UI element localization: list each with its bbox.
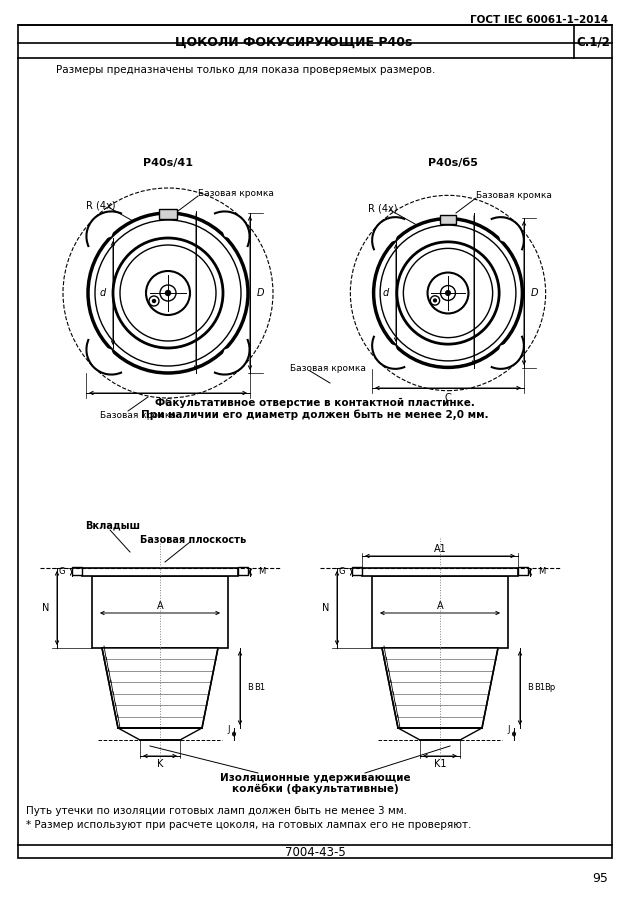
Bar (518, 567, 528, 575)
Text: Размеры предназначены только для показа проверяемых размеров.: Размеры предназначены только для показа … (56, 65, 435, 75)
Text: Факультативное отверстие в контактной пластинке.: Факультативное отверстие в контактной пл… (155, 398, 475, 408)
Text: d: d (383, 288, 389, 298)
Text: M: M (538, 568, 545, 576)
Text: K: K (157, 759, 163, 769)
Text: Базовая плоскость: Базовая плоскость (140, 535, 246, 545)
Wedge shape (216, 212, 249, 245)
Text: N: N (322, 603, 329, 613)
Text: A: A (437, 601, 444, 611)
Polygon shape (102, 648, 218, 728)
Polygon shape (398, 728, 482, 740)
Text: С.1/2: С.1/2 (576, 36, 610, 48)
Text: B: B (247, 684, 253, 692)
Wedge shape (86, 212, 120, 245)
Circle shape (166, 290, 171, 296)
Bar (372, 576, 508, 648)
Text: N: N (42, 603, 49, 613)
Text: B1: B1 (534, 684, 545, 692)
Circle shape (152, 299, 156, 302)
Bar (440, 215, 456, 225)
Circle shape (445, 290, 450, 295)
Text: Р40s/41: Р40s/41 (143, 158, 193, 168)
Text: A: A (157, 601, 163, 611)
Text: J: J (508, 725, 510, 733)
Text: C: C (164, 398, 171, 408)
Polygon shape (118, 728, 202, 740)
Wedge shape (493, 217, 524, 248)
Text: R (4x): R (4x) (368, 203, 398, 213)
Text: Bp: Bp (544, 684, 555, 692)
Text: G: G (338, 568, 345, 576)
Text: Базовая кромка: Базовая кромка (290, 363, 366, 373)
Text: ГОСТ IEC 60061-1–2014: ГОСТ IEC 60061-1–2014 (470, 15, 608, 25)
Text: Р40s/б5: Р40s/б5 (428, 158, 478, 168)
Bar (352, 567, 362, 575)
Text: M: M (258, 568, 265, 576)
Text: Путь утечки по изоляции готовых ламп должен быть не менее 3 мм.: Путь утечки по изоляции готовых ламп дол… (26, 806, 407, 816)
Bar (238, 567, 248, 575)
Polygon shape (382, 648, 498, 728)
Wedge shape (372, 217, 403, 248)
Bar (159, 209, 177, 219)
Text: K1: K1 (433, 759, 446, 769)
Text: B1: B1 (254, 684, 265, 692)
Wedge shape (216, 341, 249, 374)
Text: A1: A1 (433, 544, 447, 554)
Text: ЦОКОЛИ ФОКУСИРУЮЩИЕ Р40s: ЦОКОЛИ ФОКУСИРУЮЩИЕ Р40s (175, 36, 413, 48)
Text: G: G (59, 568, 65, 576)
Wedge shape (372, 338, 403, 369)
Bar (72, 567, 82, 575)
Text: B: B (527, 684, 533, 692)
Text: J: J (227, 725, 230, 733)
Text: d: d (100, 288, 106, 298)
Wedge shape (493, 338, 524, 369)
Text: C: C (445, 393, 451, 403)
Bar (92, 576, 228, 648)
Text: * Размер используют при расчете цоколя, на готовых лампах его не проверяют.: * Размер используют при расчете цоколя, … (26, 820, 471, 830)
Bar (362, 568, 518, 576)
Wedge shape (86, 341, 120, 374)
Text: R (4x): R (4x) (86, 200, 115, 210)
Text: При наличии его диаметр должен быть не менее 2,0 мм.: При наличии его диаметр должен быть не м… (141, 410, 489, 420)
Circle shape (433, 299, 437, 302)
Text: Базовая кромка: Базовая кромка (198, 188, 274, 197)
Text: Изоляционные удерживающие: Изоляционные удерживающие (220, 773, 410, 783)
Bar (82, 568, 238, 576)
Text: Вкладыш: Вкладыш (85, 521, 140, 531)
Text: Базовая кромка: Базовая кромка (476, 191, 552, 200)
Text: колёбки (факультативные): колёбки (факультативные) (232, 783, 398, 794)
Text: D: D (257, 288, 265, 298)
Text: 7004-43-5: 7004-43-5 (285, 845, 345, 858)
Text: 95: 95 (592, 872, 608, 885)
Text: Базовая кромка: Базовая кромка (100, 411, 176, 419)
Text: D: D (531, 288, 539, 298)
